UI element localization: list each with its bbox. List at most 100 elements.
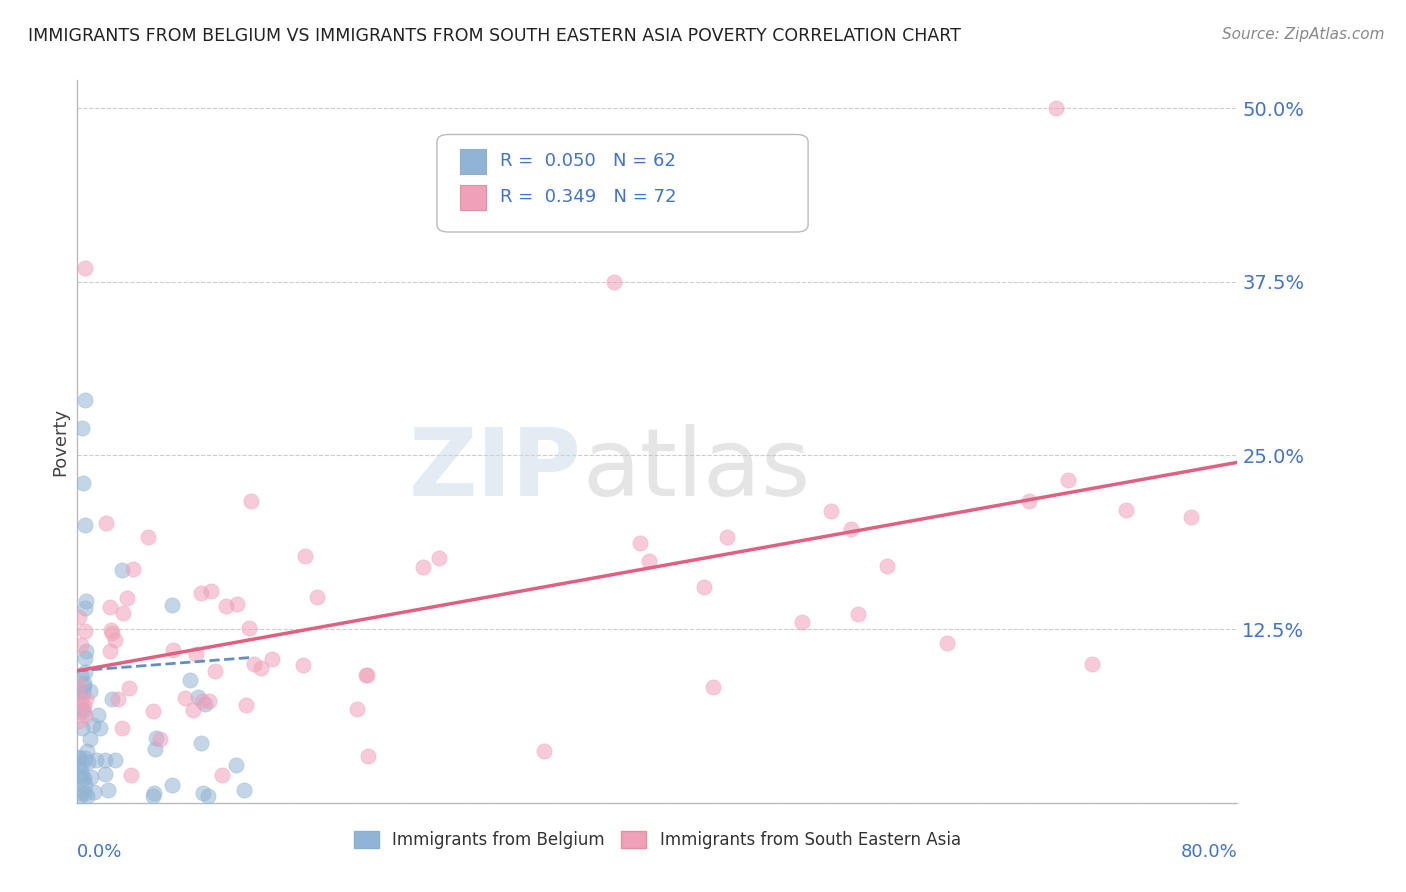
- Point: [162, 643, 184, 657]
- Point: [69, 768, 91, 782]
- Point: [67, 678, 90, 692]
- Point: [186, 647, 208, 661]
- Point: [100, 626, 122, 640]
- Point: [225, 758, 247, 772]
- Point: [67, 691, 90, 706]
- Point: [211, 768, 233, 782]
- Point: [72, 702, 94, 716]
- Point: [72, 757, 94, 772]
- Point: [190, 586, 212, 600]
- Point: [225, 597, 247, 611]
- Point: [291, 658, 314, 673]
- Point: [187, 690, 209, 704]
- Point: [73, 778, 96, 792]
- Point: [149, 731, 172, 746]
- Point: [97, 783, 120, 797]
- Text: R =  0.050   N = 62: R = 0.050 N = 62: [499, 153, 675, 170]
- Point: [839, 522, 862, 536]
- Point: [72, 773, 94, 788]
- Point: [181, 703, 204, 717]
- Point: [75, 644, 97, 658]
- Point: [693, 580, 716, 594]
- Point: [72, 476, 94, 491]
- Text: R =  0.349   N = 72: R = 0.349 N = 72: [499, 188, 676, 206]
- Point: [702, 681, 724, 695]
- Bar: [460, 185, 485, 211]
- Point: [118, 681, 141, 695]
- Point: [846, 607, 869, 621]
- Point: [73, 392, 96, 407]
- Point: [235, 698, 257, 712]
- Point: [145, 731, 167, 745]
- Point: [427, 550, 450, 565]
- Point: [70, 668, 93, 682]
- Point: [1081, 657, 1104, 671]
- Y-axis label: Poverty: Poverty: [51, 408, 69, 475]
- Point: [70, 638, 93, 652]
- Point: [260, 652, 283, 666]
- Point: [89, 721, 111, 735]
- Point: [70, 721, 93, 735]
- Point: [603, 275, 626, 289]
- Point: [356, 667, 378, 681]
- Point: [820, 504, 842, 518]
- Point: [1045, 101, 1067, 115]
- Point: [160, 778, 183, 792]
- Point: [75, 665, 97, 679]
- Point: [142, 704, 165, 718]
- Point: [104, 633, 127, 648]
- Point: [242, 657, 264, 672]
- Point: [179, 673, 201, 688]
- Point: [190, 736, 212, 750]
- Point: [294, 549, 316, 563]
- Point: [70, 693, 93, 707]
- Point: [143, 741, 166, 756]
- Text: ZIP: ZIP: [409, 425, 582, 516]
- Point: [75, 707, 97, 722]
- Point: [72, 685, 94, 699]
- Text: atlas: atlas: [582, 425, 810, 516]
- Point: [70, 786, 93, 800]
- Point: [73, 771, 96, 785]
- Point: [79, 770, 101, 784]
- Point: [936, 636, 959, 650]
- Point: [1057, 473, 1080, 487]
- Point: [75, 594, 97, 608]
- Point: [412, 559, 434, 574]
- Point: [73, 751, 96, 765]
- Point: [215, 599, 238, 613]
- Point: [1018, 494, 1040, 508]
- Point: [191, 786, 214, 800]
- Point: [346, 702, 368, 716]
- Point: [121, 562, 143, 576]
- Point: [628, 535, 651, 549]
- Point: [75, 624, 97, 639]
- Point: [876, 558, 898, 573]
- Point: [98, 600, 121, 615]
- Point: [94, 766, 117, 780]
- Point: [250, 661, 273, 675]
- Point: [70, 765, 93, 780]
- Point: [110, 563, 132, 577]
- Point: [73, 676, 96, 690]
- Point: [73, 601, 96, 615]
- Point: [73, 517, 96, 532]
- Point: [67, 610, 90, 624]
- Bar: [460, 149, 485, 174]
- Point: [160, 598, 183, 612]
- Point: [238, 621, 260, 635]
- Point: [75, 692, 97, 706]
- Point: [79, 732, 101, 747]
- Point: [100, 623, 122, 637]
- Point: [73, 679, 96, 693]
- Point: [76, 789, 98, 803]
- Point: [84, 753, 107, 767]
- Point: [792, 615, 814, 630]
- Text: IMMIGRANTS FROM BELGIUM VS IMMIGRANTS FROM SOUTH EASTERN ASIA POVERTY CORRELATIO: IMMIGRANTS FROM BELGIUM VS IMMIGRANTS FR…: [28, 27, 960, 45]
- Point: [94, 516, 117, 531]
- Point: [142, 786, 165, 800]
- Point: [357, 748, 380, 763]
- Point: [111, 721, 134, 735]
- Point: [76, 744, 98, 758]
- Text: Source: ZipAtlas.com: Source: ZipAtlas.com: [1222, 27, 1385, 42]
